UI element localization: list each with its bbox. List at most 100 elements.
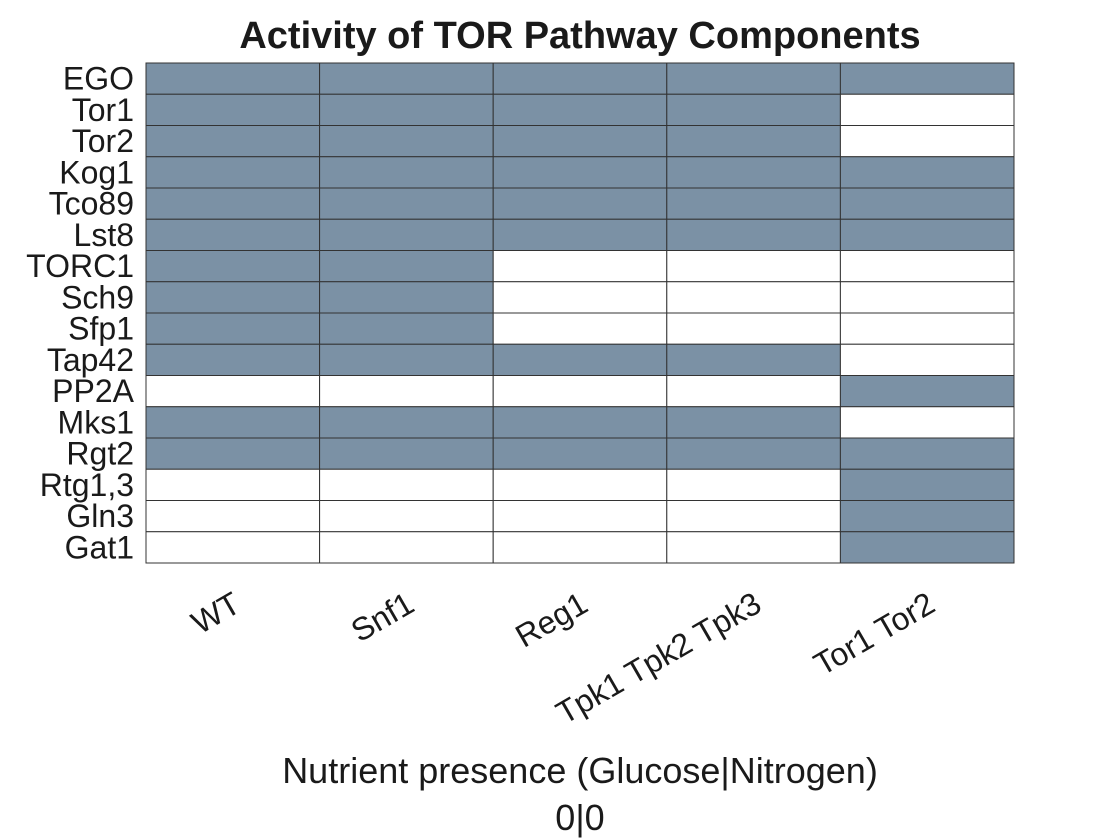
heatmap-cell-rtg1-3-1 (319, 468, 494, 501)
heatmap-cell-gln3-4 (839, 500, 1015, 533)
heatmap-cell-rgt2-4 (839, 437, 1015, 470)
heatmap-cell-sch9-4 (839, 281, 1015, 314)
row-label: Tco89 (49, 186, 134, 222)
chart-title: Activity of TOR Pathway Components (239, 15, 920, 57)
heatmap-cell-kog1-1 (319, 156, 494, 189)
heatmap-cell-rtg1-3-2 (492, 468, 668, 501)
heatmap-cell-ego-1 (319, 62, 494, 95)
heatmap-cell-tor1-1 (319, 93, 494, 126)
row-label: Tap42 (47, 342, 134, 378)
heatmap-cell-kog1-2 (492, 156, 668, 189)
x-axis-title: Nutrient presence (Glucose|Nitrogen) (282, 750, 878, 791)
heatmap-cell-sfp1-3 (666, 312, 841, 345)
heatmap-cell-sch9-0 (145, 281, 321, 314)
heatmap-cell-torc1-2 (492, 250, 668, 283)
heatmap-cell-tor1-3 (666, 93, 841, 126)
heatmap-cell-kog1-0 (145, 156, 321, 189)
row-label: Lst8 (74, 217, 134, 253)
row-labels: EGOTor1Tor2Kog1Tco89Lst8TORC1Sch9Sfp1Tap… (26, 61, 135, 566)
row-label: Tor2 (72, 123, 134, 159)
heatmap-cell-gln3-3 (666, 500, 841, 533)
heatmap-cell-tco89-3 (666, 187, 841, 220)
heatmap-cell-tor1-4 (839, 93, 1015, 126)
column-label: WT (185, 585, 246, 641)
heatmap-cell-mks1-2 (492, 406, 668, 439)
heatmap-cell-torc1-3 (666, 250, 841, 283)
heatmap-cell-gat1-0 (145, 531, 321, 564)
heatmap-cell-sfp1-2 (492, 312, 668, 345)
row-label: EGO (63, 61, 134, 97)
heatmap-cell-gat1-1 (319, 531, 494, 564)
row-label: Mks1 (58, 404, 134, 440)
heatmap-cell-gat1-4 (839, 531, 1015, 564)
row-label: Rtg1,3 (40, 467, 134, 503)
row-label: Tor1 (72, 92, 134, 128)
heatmap-cell-mks1-3 (666, 406, 841, 439)
heatmap-cell-pp2a-0 (145, 375, 321, 408)
row-label: TORC1 (26, 248, 134, 284)
heatmap-cell-sfp1-4 (839, 312, 1015, 345)
heatmap-cell-lst8-4 (839, 218, 1015, 251)
heatmap-cell-mks1-0 (145, 406, 321, 439)
heatmap-cell-ego-0 (145, 62, 321, 95)
heatmap-cell-gln3-2 (492, 500, 668, 533)
heatmap-cell-tor2-4 (839, 125, 1015, 158)
heatmap-cell-kog1-3 (666, 156, 841, 189)
heatmap-cell-rgt2-0 (145, 437, 321, 470)
heatmap-cell-lst8-0 (145, 218, 321, 251)
heatmap-cell-gat1-2 (492, 531, 668, 564)
heatmap-cells (145, 62, 1015, 564)
heatmap-cell-pp2a-2 (492, 375, 668, 408)
heatmap-cell-lst8-3 (666, 218, 841, 251)
heatmap-cell-tco89-1 (319, 187, 494, 220)
heatmap-cell-sch9-1 (319, 281, 494, 314)
heatmap-cell-mks1-4 (839, 406, 1015, 439)
row-label: Sfp1 (68, 311, 134, 347)
heatmap-cell-torc1-1 (319, 250, 494, 283)
heatmap-cell-rtg1-3-0 (145, 468, 321, 501)
heatmap-cell-mks1-1 (319, 406, 494, 439)
heatmap-cell-rgt2-2 (492, 437, 668, 470)
heatmap-cell-gln3-1 (319, 500, 494, 533)
heatmap-cell-tap42-0 (145, 343, 321, 376)
heatmap-cell-sch9-3 (666, 281, 841, 314)
row-label: Rgt2 (66, 436, 134, 472)
heatmap-cell-kog1-4 (839, 156, 1015, 189)
row-label: Gat1 (65, 529, 134, 565)
row-label: Sch9 (61, 279, 134, 315)
heatmap-cell-tor2-0 (145, 125, 321, 158)
row-label: PP2A (52, 373, 134, 409)
heatmap-cell-tor1-2 (492, 93, 668, 126)
heatmap-cell-torc1-0 (145, 250, 321, 283)
heatmap-cell-tor1-0 (145, 93, 321, 126)
heatmap-cell-tor2-3 (666, 125, 841, 158)
heatmap-cell-pp2a-3 (666, 375, 841, 408)
column-label: Reg1 (509, 585, 593, 654)
heatmap-cell-tap42-1 (319, 343, 494, 376)
heatmap-cell-rtg1-3-3 (666, 468, 841, 501)
heatmap-cell-rgt2-1 (319, 437, 494, 470)
heatmap-cell-tco89-4 (839, 187, 1015, 220)
heatmap-cell-tap42-2 (492, 343, 668, 376)
heatmap-cell-gat1-3 (666, 531, 841, 564)
heatmap-cell-tor2-2 (492, 125, 668, 158)
heatmap-cell-tco89-0 (145, 187, 321, 220)
heatmap-cell-tor2-1 (319, 125, 494, 158)
heatmap-cell-ego-2 (492, 62, 668, 95)
heatmap-cell-tap42-4 (839, 343, 1015, 376)
heatmap-cell-sfp1-0 (145, 312, 321, 345)
heatmap-cell-sch9-2 (492, 281, 668, 314)
x-axis-subtitle: 0|0 (555, 797, 604, 838)
column-label: Tor1 Tor2 (808, 585, 941, 683)
heatmap-cell-pp2a-1 (319, 375, 494, 408)
heatmap-cell-rtg1-3-4 (839, 468, 1015, 501)
heatmap-cell-ego-3 (666, 62, 841, 95)
row-label: Gln3 (66, 498, 134, 534)
heatmap-cell-torc1-4 (839, 250, 1015, 283)
heatmap-cell-lst8-1 (319, 218, 494, 251)
column-label: Snf1 (345, 585, 420, 649)
row-label: Kog1 (59, 154, 134, 190)
heatmap-cell-pp2a-4 (839, 375, 1015, 408)
